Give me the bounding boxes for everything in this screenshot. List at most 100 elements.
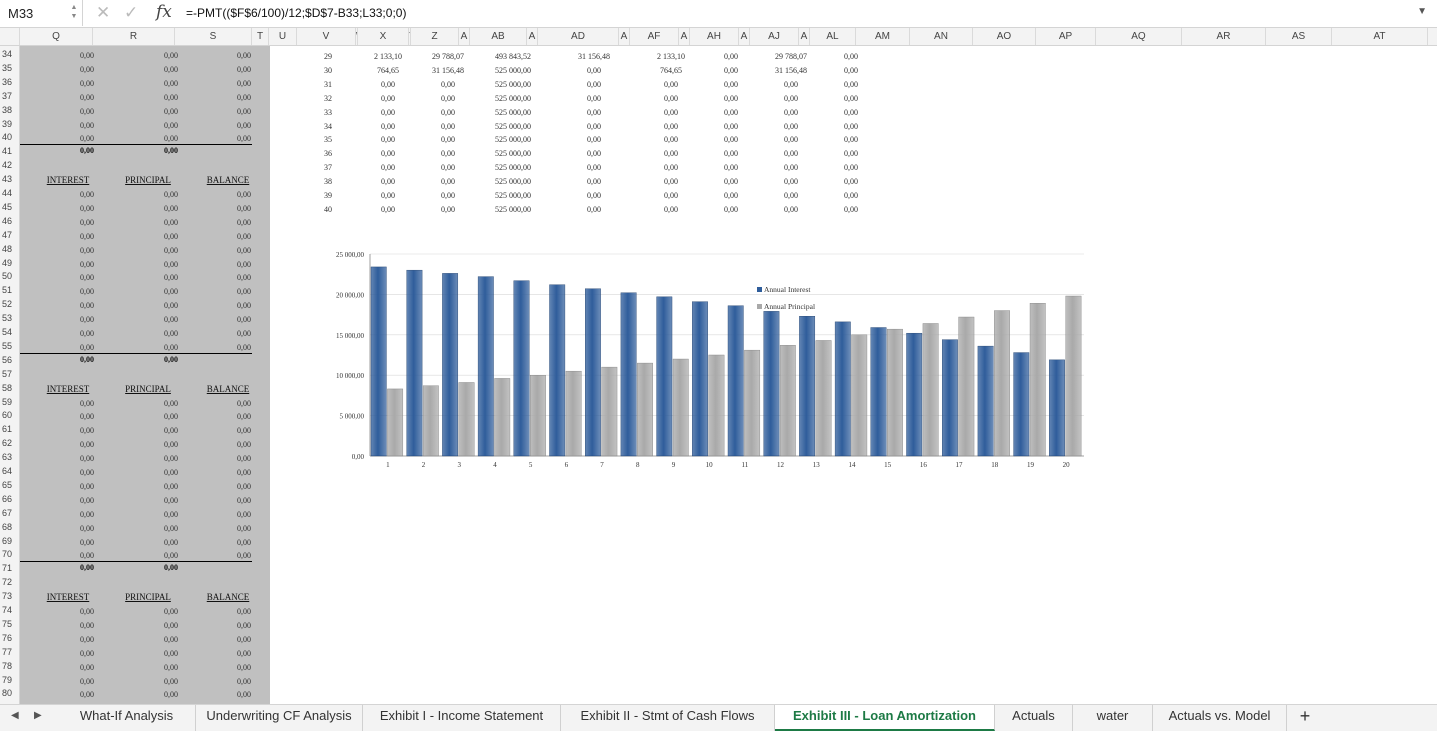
table-cell[interactable]: 0,00: [237, 495, 251, 505]
table-cell[interactable]: 0,00: [80, 342, 94, 352]
bar-interest[interactable]: [977, 345, 994, 457]
table-cell[interactable]: 0,00: [164, 92, 178, 102]
table-cell[interactable]: 0,00: [164, 551, 178, 561]
table-cell[interactable]: 0,00: [441, 163, 455, 173]
table-cell[interactable]: 525 000,00: [495, 93, 531, 103]
sheet-tab[interactable]: water: [1073, 705, 1153, 731]
row-header[interactable]: 42: [2, 160, 13, 171]
bar-principal[interactable]: [494, 378, 511, 457]
row-header[interactable]: 76: [2, 632, 13, 643]
table-cell[interactable]: 0,00: [80, 481, 94, 491]
table-cell[interactable]: 525 000,00: [495, 177, 531, 187]
table-cell[interactable]: 0,00: [381, 204, 395, 214]
row-header[interactable]: 38: [2, 104, 13, 115]
table-cell[interactable]: 0,00: [164, 51, 178, 60]
table-cell[interactable]: 0,00: [164, 231, 178, 241]
table-cell[interactable]: 0,00: [164, 64, 178, 74]
table-cell[interactable]: 0,00: [164, 203, 178, 213]
table-cell[interactable]: 0,00: [164, 495, 178, 505]
table-cell[interactable]: 0,00: [381, 163, 395, 173]
table-cell[interactable]: 0,00: [164, 454, 178, 464]
table-cell[interactable]: 0,00: [80, 92, 94, 102]
prev-sheet-icon[interactable]: ◀: [11, 710, 19, 721]
table-cell[interactable]: 0,00: [587, 163, 601, 173]
table-cell[interactable]: 0,00: [164, 245, 178, 255]
bar-principal[interactable]: [922, 323, 939, 457]
table-cell[interactable]: 34: [324, 121, 332, 131]
table-cell[interactable]: 0,00: [237, 468, 251, 477]
table-cell[interactable]: 0,00: [441, 93, 455, 103]
table-cell[interactable]: 2 133,10: [374, 52, 402, 61]
table-cell[interactable]: 0,00: [164, 342, 178, 352]
total-cell[interactable]: 0,00: [80, 146, 94, 156]
table-cell[interactable]: 0,00: [664, 191, 678, 200]
table-cell[interactable]: 31: [324, 79, 332, 89]
column-header[interactable]: AO: [973, 28, 1036, 45]
table-cell[interactable]: 0,00: [80, 64, 94, 74]
table-cell[interactable]: 525 000,00: [495, 149, 531, 159]
bar-principal[interactable]: [601, 366, 618, 457]
row-header[interactable]: 65: [2, 479, 13, 490]
table-cell[interactable]: 0,00: [237, 620, 251, 630]
table-cell[interactable]: 0,00: [664, 177, 678, 187]
total-cell[interactable]: 0,00: [164, 563, 178, 573]
cancel-icon[interactable]: ✕: [96, 3, 111, 22]
sheet-tab[interactable]: Underwriting CF Analysis: [196, 705, 363, 731]
bar-principal[interactable]: [779, 345, 796, 457]
row-header[interactable]: 73: [2, 591, 13, 602]
enter-icon[interactable]: ✓: [124, 3, 139, 22]
bar-principal[interactable]: [744, 349, 761, 457]
column-header[interactable]: R: [93, 28, 175, 45]
column-header[interactable]: AP: [1036, 28, 1096, 45]
table-cell[interactable]: 0,00: [381, 107, 395, 117]
table-cell[interactable]: 0,00: [844, 52, 858, 61]
table-cell[interactable]: 0,00: [164, 537, 178, 547]
table-cell[interactable]: 0,00: [237, 315, 251, 325]
row-header[interactable]: 80: [2, 688, 13, 699]
table-cell[interactable]: 0,00: [441, 107, 455, 117]
table-cell[interactable]: 0,00: [164, 315, 178, 325]
table-cell[interactable]: 0,00: [587, 204, 601, 214]
table-cell[interactable]: 493 843,52: [495, 52, 531, 61]
table-cell[interactable]: 0,00: [80, 648, 94, 658]
formula-input[interactable]: =-PMT(($F$6/100)/12;$D$7-B33;L33;0;0): [186, 6, 407, 20]
table-cell[interactable]: 0,00: [237, 412, 251, 422]
row-header[interactable]: 48: [2, 243, 13, 254]
sheet-tab[interactable]: Exhibit III - Loan Amortization: [775, 705, 995, 731]
row-header[interactable]: 72: [2, 577, 13, 588]
column-header[interactable]: T: [252, 28, 269, 45]
table-cell[interactable]: 0,00: [237, 509, 251, 519]
column-header[interactable]: V: [297, 28, 356, 45]
table-cell[interactable]: 0,00: [381, 79, 395, 89]
table-cell[interactable]: 0,00: [80, 51, 94, 60]
table-cell[interactable]: 0,00: [237, 454, 251, 464]
row-header[interactable]: 70: [2, 549, 13, 560]
bar-principal[interactable]: [637, 362, 653, 457]
table-cell[interactable]: 0,00: [724, 177, 738, 187]
table-cell[interactable]: 0,00: [784, 163, 798, 173]
table-cell[interactable]: 764,65: [377, 65, 399, 75]
row-header[interactable]: 62: [2, 438, 13, 449]
table-cell[interactable]: 0,00: [164, 634, 178, 644]
row-header[interactable]: 56: [2, 354, 13, 365]
table-cell[interactable]: 0,00: [784, 135, 798, 145]
bar-principal[interactable]: [565, 370, 582, 457]
bar-interest[interactable]: [620, 292, 637, 457]
table-cell[interactable]: 0,00: [381, 149, 395, 159]
table-cell[interactable]: 0,00: [441, 149, 455, 159]
row-header[interactable]: 36: [2, 76, 13, 87]
table-cell[interactable]: 0,00: [784, 107, 798, 117]
row-header[interactable]: 35: [2, 62, 13, 73]
table-cell[interactable]: 0,00: [724, 52, 738, 61]
table-cell[interactable]: 0,00: [724, 191, 738, 200]
table-cell[interactable]: 0,00: [164, 412, 178, 422]
row-header[interactable]: 34: [2, 49, 13, 59]
bar-interest[interactable]: [942, 339, 958, 457]
table-cell[interactable]: 0,00: [164, 690, 178, 700]
table-cell[interactable]: 0,00: [80, 454, 94, 464]
table-cell[interactable]: 0,00: [784, 121, 798, 131]
row-header[interactable]: 58: [2, 382, 13, 393]
table-cell[interactable]: 0,00: [664, 163, 678, 173]
table-cell[interactable]: 0,00: [844, 121, 858, 131]
sheet-tab[interactable]: Exhibit II - Stmt of Cash Flows: [561, 705, 775, 731]
